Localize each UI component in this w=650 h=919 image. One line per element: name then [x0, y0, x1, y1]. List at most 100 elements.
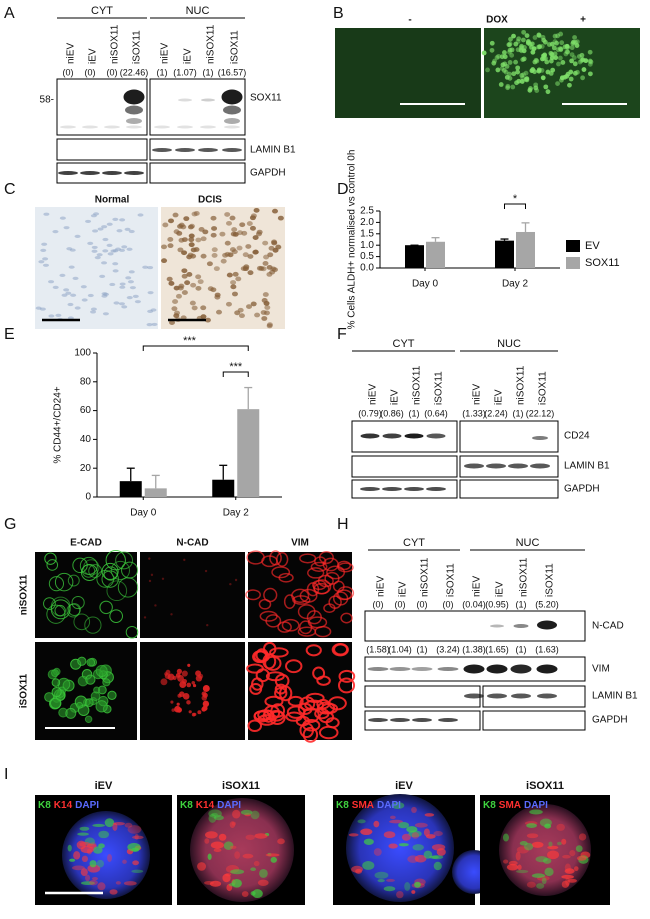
stain — [253, 860, 260, 867]
y-tick-label: 60 — [80, 405, 92, 416]
cell — [520, 37, 526, 43]
nucleus — [118, 302, 125, 306]
y-tick-label: 0.0 — [360, 263, 374, 274]
stain — [250, 867, 256, 872]
cell — [234, 578, 238, 582]
nucleus — [231, 227, 238, 232]
cell — [558, 47, 564, 53]
lane-label: niEV — [160, 43, 171, 64]
nucleus — [101, 225, 108, 229]
cell — [550, 67, 556, 73]
nucleus — [181, 290, 188, 295]
blot-band — [404, 433, 424, 439]
y-axis-label: % CD44+/CD24+ — [53, 386, 64, 463]
significance-bracket — [142, 345, 249, 351]
nucleus — [91, 245, 98, 250]
cell — [73, 613, 91, 631]
stain-name: K8 — [180, 800, 193, 811]
cell — [96, 569, 115, 588]
stain — [123, 881, 137, 886]
nucleus — [167, 243, 174, 249]
stain — [204, 838, 210, 844]
cell — [198, 673, 204, 679]
micrograph — [140, 642, 245, 740]
nucleus — [195, 274, 202, 280]
stain — [423, 828, 430, 837]
stain — [404, 882, 411, 891]
stain — [502, 833, 510, 842]
stain-legend: K8 K14 DAPI — [180, 800, 241, 811]
cell — [565, 49, 571, 55]
group-header: CYT — [393, 338, 415, 350]
blot-band — [177, 125, 193, 129]
nucleus — [125, 276, 132, 280]
stain — [503, 859, 509, 864]
panel-letter: D — [337, 181, 349, 198]
stain — [362, 861, 375, 870]
stain — [576, 855, 587, 861]
group-header: CYT — [403, 537, 425, 549]
stain — [92, 846, 103, 854]
stain — [541, 877, 547, 885]
stain — [225, 873, 232, 877]
nucleus — [74, 234, 81, 238]
cell — [524, 33, 530, 38]
nucleus — [129, 286, 136, 290]
stain — [574, 866, 579, 872]
nucleus — [232, 271, 239, 277]
stain — [132, 860, 139, 866]
nucleus — [224, 212, 231, 217]
lane-label: iEV — [88, 48, 99, 64]
stain — [561, 880, 570, 888]
nucleus — [168, 320, 175, 325]
significance: *** — [183, 335, 197, 347]
cell — [192, 683, 197, 688]
lane-label: iSOX11 — [446, 563, 457, 597]
condition: - — [408, 15, 411, 26]
cell — [515, 69, 521, 75]
stain — [208, 814, 217, 823]
stain — [388, 843, 398, 849]
stain — [231, 821, 237, 826]
stain — [389, 815, 396, 820]
stain — [223, 841, 234, 850]
cell — [554, 40, 559, 46]
nucleus — [249, 225, 256, 231]
cell — [587, 58, 593, 64]
cell — [340, 612, 353, 624]
blot-frame — [149, 138, 246, 161]
stain — [73, 851, 81, 860]
nucleus — [59, 273, 66, 277]
nucleus — [94, 255, 101, 260]
cell — [481, 50, 487, 56]
cell — [176, 702, 180, 706]
quantification: (1.58) — [366, 644, 390, 654]
nucleus — [124, 227, 131, 231]
nucleus — [134, 300, 141, 304]
nucleus — [181, 268, 188, 274]
group-header: NUC — [516, 537, 540, 549]
cell — [93, 686, 101, 694]
cell — [297, 604, 316, 620]
blot-band — [221, 89, 243, 105]
cell — [519, 73, 525, 78]
nucleus — [254, 312, 261, 318]
blot-band — [464, 693, 484, 699]
cell — [171, 708, 175, 712]
blot-band — [198, 148, 218, 152]
cell — [51, 686, 62, 698]
stain-name: K14 — [196, 800, 215, 811]
cell — [543, 84, 549, 90]
cell — [46, 604, 66, 624]
band-label: SOX11 — [250, 93, 282, 104]
nucleus — [211, 253, 218, 258]
stain — [115, 881, 121, 885]
cell — [81, 564, 96, 578]
nucleus — [222, 252, 229, 258]
nucleus — [230, 280, 237, 285]
stain — [529, 809, 543, 815]
blot-band — [426, 487, 446, 491]
cell — [571, 55, 577, 61]
cell — [534, 58, 540, 64]
stain — [257, 879, 269, 886]
